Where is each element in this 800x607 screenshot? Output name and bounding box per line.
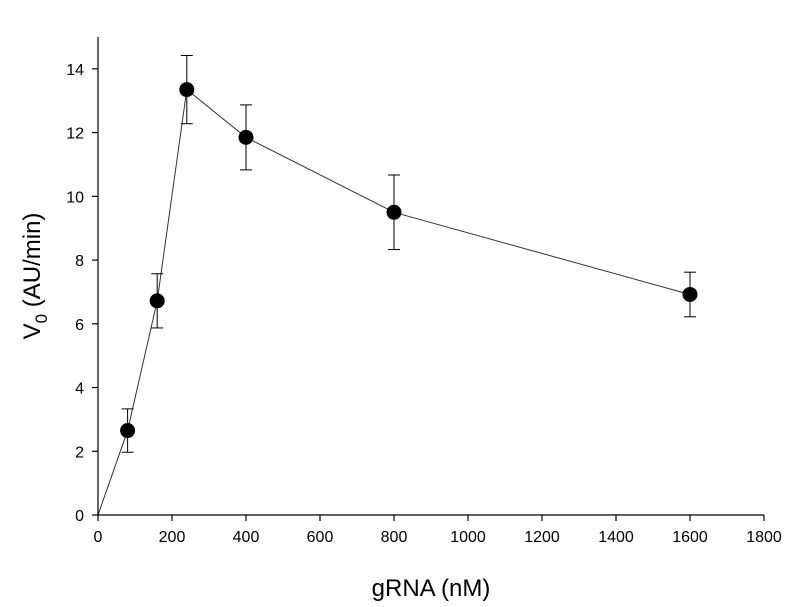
y-axis-title-rest: (AU/min) bbox=[19, 213, 46, 314]
data-point bbox=[682, 286, 698, 302]
x-tick-label: 1600 bbox=[672, 529, 708, 546]
x-tick-label: 1200 bbox=[524, 529, 560, 546]
plot-area bbox=[97, 54, 698, 516]
x-tick-label: 1000 bbox=[450, 529, 486, 546]
x-tick-label: 200 bbox=[159, 529, 186, 546]
x-tick-label: 400 bbox=[233, 529, 260, 546]
x-axis-title: gRNA (nM) bbox=[372, 575, 491, 602]
data-point bbox=[238, 129, 254, 145]
x-tick-label: 1800 bbox=[746, 529, 782, 546]
y-tick-label: 4 bbox=[75, 381, 84, 398]
data-point bbox=[179, 82, 195, 98]
y-axis-title: V0 (AU/min) bbox=[19, 213, 51, 340]
x-tick-label: 800 bbox=[381, 529, 408, 546]
y-tick-label: 6 bbox=[75, 317, 84, 334]
y-axis-title-subscript: 0 bbox=[32, 314, 51, 323]
y-tick-label: 10 bbox=[66, 189, 84, 206]
x-tick-label: 1400 bbox=[598, 529, 634, 546]
data-point bbox=[120, 423, 136, 439]
y-tick-label: 0 bbox=[75, 508, 84, 525]
data-point bbox=[386, 204, 402, 220]
y-tick-label: 2 bbox=[75, 444, 84, 461]
series-line bbox=[97, 88, 691, 516]
data-point bbox=[149, 293, 165, 309]
y-tick-label: 12 bbox=[66, 126, 84, 143]
y-tick-label: 8 bbox=[75, 253, 84, 270]
x-tick-label: 600 bbox=[307, 529, 334, 546]
x-axis-ticks: 0 200 400 600 800 1000 1200 1400 1600 1800 bbox=[94, 515, 782, 546]
y-axis-title-main: V bbox=[19, 323, 46, 339]
y-tick-label: 14 bbox=[66, 62, 84, 79]
y-axis-ticks: 0 2 4 6 8 10 12 14 bbox=[66, 62, 98, 525]
x-tick-label: 0 bbox=[94, 529, 103, 546]
